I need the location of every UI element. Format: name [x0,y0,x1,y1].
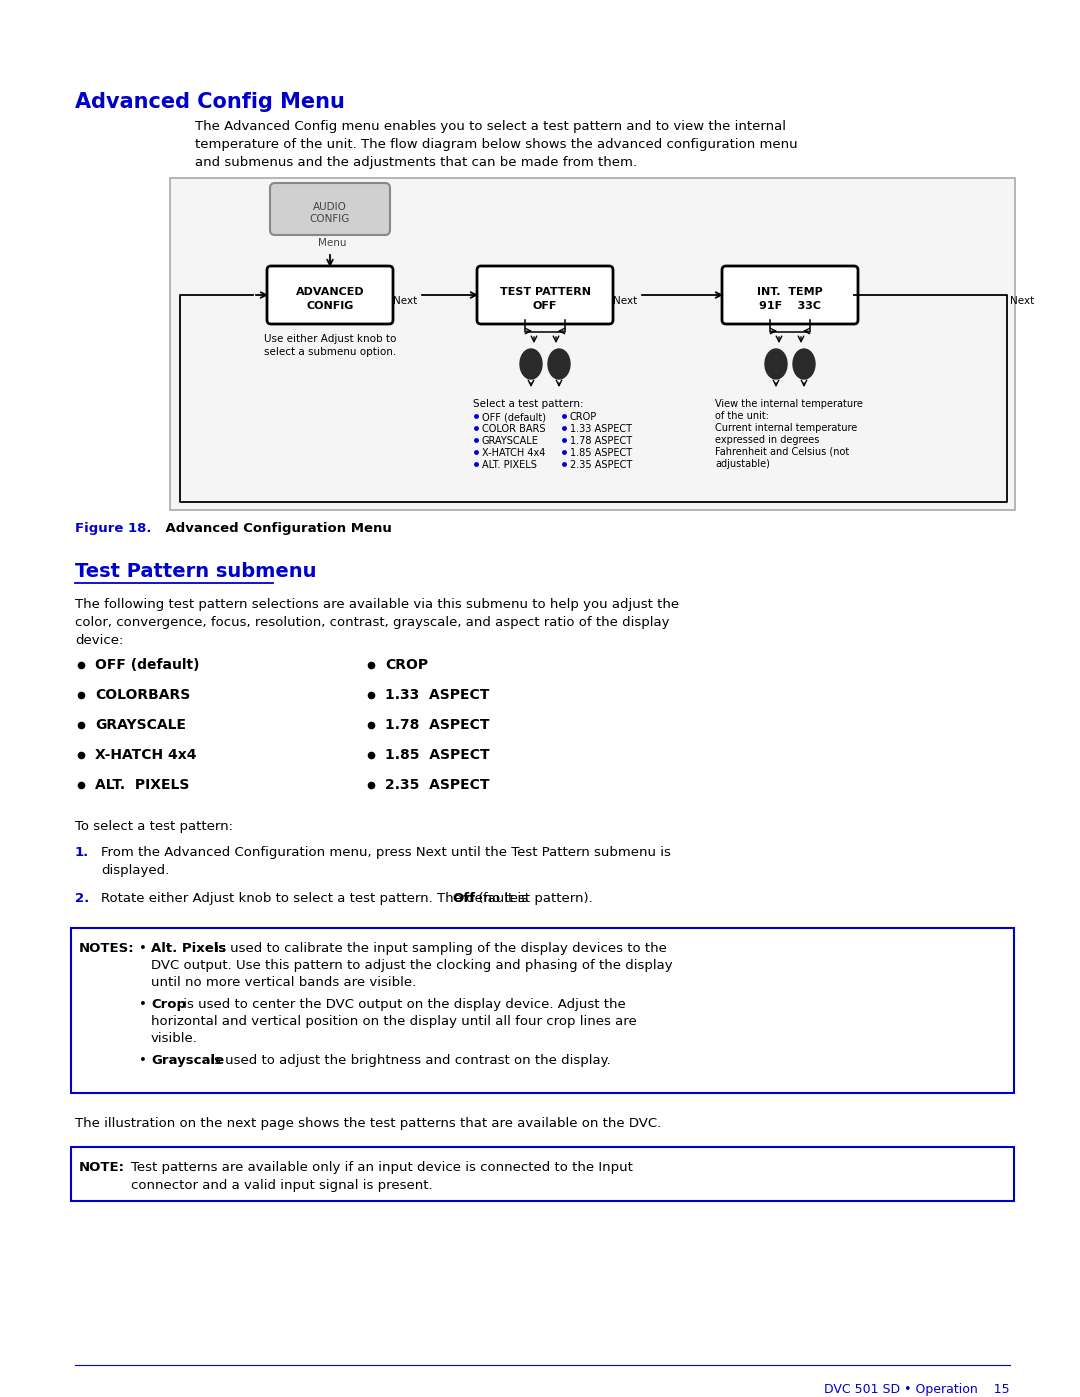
Text: 91F    33C: 91F 33C [759,300,821,312]
Text: horizontal and vertical position on the display until all four crop lines are: horizontal and vertical position on the … [151,1016,637,1028]
Text: Figure 18.: Figure 18. [75,522,151,535]
Text: GRAYSCALE: GRAYSCALE [482,436,539,446]
Text: CONFIG: CONFIG [307,300,353,312]
Text: and submenus and the adjustments that can be made from them.: and submenus and the adjustments that ca… [195,156,637,169]
Text: Crop: Crop [151,997,186,1011]
Text: NOTES:: NOTES: [79,942,135,956]
Text: Select a test pattern:: Select a test pattern: [473,400,583,409]
Text: TEST PATTERN: TEST PATTERN [499,286,591,298]
Text: Menu: Menu [318,237,347,249]
FancyBboxPatch shape [71,928,1014,1092]
Text: NOTE:: NOTE: [79,1161,125,1173]
Text: connector and a valid input signal is present.: connector and a valid input signal is pr… [131,1179,433,1192]
Text: Alt. Pixels: Alt. Pixels [151,942,226,956]
Text: X-HATCH 4x4: X-HATCH 4x4 [482,448,545,458]
Text: Next: Next [613,296,637,306]
Text: ALT. PIXELS: ALT. PIXELS [482,460,537,469]
Text: OFF: OFF [532,300,557,312]
Text: INT.  TEMP: INT. TEMP [757,286,823,298]
Text: X-HATCH 4x4: X-HATCH 4x4 [95,747,197,761]
Text: The illustration on the next page shows the test patterns that are available on : The illustration on the next page shows … [75,1118,661,1130]
Text: Off: Off [453,893,476,905]
Text: is used to calibrate the input sampling of the display devices to the: is used to calibrate the input sampling … [211,942,666,956]
Text: 1.33  ASPECT: 1.33 ASPECT [384,687,489,703]
Text: Fahrenheit and Celsius (not: Fahrenheit and Celsius (not [715,447,849,457]
FancyBboxPatch shape [477,265,613,324]
Text: Use either Adjust knob to: Use either Adjust knob to [264,334,396,344]
Text: 1.78 ASPECT: 1.78 ASPECT [570,436,632,446]
Text: visible.: visible. [151,1032,198,1045]
Text: CROP: CROP [570,412,597,422]
Text: 1.33 ASPECT: 1.33 ASPECT [570,425,632,434]
Text: The following test pattern selections are available via this submenu to help you: The following test pattern selections ar… [75,598,679,610]
Text: temperature of the unit. The flow diagram below shows the advanced configuration: temperature of the unit. The flow diagra… [195,138,798,151]
Text: of the unit:: of the unit: [715,411,769,420]
FancyBboxPatch shape [71,1147,1014,1201]
Text: 2.35  ASPECT: 2.35 ASPECT [384,778,489,792]
Text: Advanced Configuration Menu: Advanced Configuration Menu [147,522,392,535]
Text: ADVANCED: ADVANCED [296,286,364,298]
Text: Grayscale: Grayscale [151,1053,225,1067]
Text: expressed in degrees: expressed in degrees [715,434,820,446]
Text: DVC output. Use this pattern to adjust the clocking and phasing of the display: DVC output. Use this pattern to adjust t… [151,958,673,972]
Text: From the Advanced Configuration menu, press Next until the Test Pattern submenu : From the Advanced Configuration menu, pr… [102,847,671,859]
Text: View the internal temperature: View the internal temperature [715,400,863,409]
Text: 2.35 ASPECT: 2.35 ASPECT [570,460,632,469]
Ellipse shape [548,349,570,379]
Text: 1.78  ASPECT: 1.78 ASPECT [384,718,489,732]
Text: DVC 501 SD • Operation    15: DVC 501 SD • Operation 15 [824,1383,1010,1396]
Text: CONFIG: CONFIG [310,214,350,224]
Text: Current internal temperature: Current internal temperature [715,423,858,433]
FancyBboxPatch shape [270,183,390,235]
Text: adjustable): adjustable) [715,460,770,469]
Text: displayed.: displayed. [102,863,170,877]
Text: To select a test pattern:: To select a test pattern: [75,820,233,833]
Ellipse shape [765,349,787,379]
Text: until no more vertical bands are visible.: until no more vertical bands are visible… [151,977,416,989]
Text: AUDIO: AUDIO [313,203,347,212]
Text: OFF (default): OFF (default) [482,412,546,422]
Text: OFF (default): OFF (default) [95,658,200,672]
Text: Next: Next [1010,296,1035,306]
Text: (no test pattern).: (no test pattern). [470,893,593,905]
Ellipse shape [793,349,815,379]
Text: Advanced Config Menu: Advanced Config Menu [75,92,345,112]
Text: 2.: 2. [75,893,90,905]
FancyBboxPatch shape [267,265,393,324]
Text: •: • [139,997,147,1011]
Text: Test patterns are available only if an input device is connected to the Input: Test patterns are available only if an i… [131,1161,633,1173]
Text: CROP: CROP [384,658,428,672]
Text: The Advanced Config menu enables you to select a test pattern and to view the in: The Advanced Config menu enables you to … [195,120,786,133]
Text: 1.: 1. [75,847,90,859]
Ellipse shape [519,349,542,379]
Text: GRAYSCALE: GRAYSCALE [95,718,186,732]
Text: device:: device: [75,634,123,647]
Text: is used to center the DVC output on the display device. Adjust the: is used to center the DVC output on the … [179,997,625,1011]
Text: COLORBARS: COLORBARS [95,687,190,703]
Text: •: • [139,1053,147,1067]
Text: 1.85  ASPECT: 1.85 ASPECT [384,747,489,761]
Text: Next: Next [393,296,417,306]
Text: Rotate either Adjust knob to select a test pattern. The default is: Rotate either Adjust knob to select a te… [102,893,532,905]
Text: Test Pattern submenu: Test Pattern submenu [75,562,316,581]
FancyBboxPatch shape [723,265,858,324]
Text: select a submenu option.: select a submenu option. [264,346,396,358]
Text: 1.85 ASPECT: 1.85 ASPECT [570,448,632,458]
Text: ALT.  PIXELS: ALT. PIXELS [95,778,189,792]
Text: color, convergence, focus, resolution, contrast, grayscale, and aspect ratio of : color, convergence, focus, resolution, c… [75,616,670,629]
Text: COLOR BARS: COLOR BARS [482,425,545,434]
FancyBboxPatch shape [170,177,1015,510]
Text: •: • [139,942,147,956]
Text: is used to adjust the brightness and contrast on the display.: is used to adjust the brightness and con… [206,1053,611,1067]
